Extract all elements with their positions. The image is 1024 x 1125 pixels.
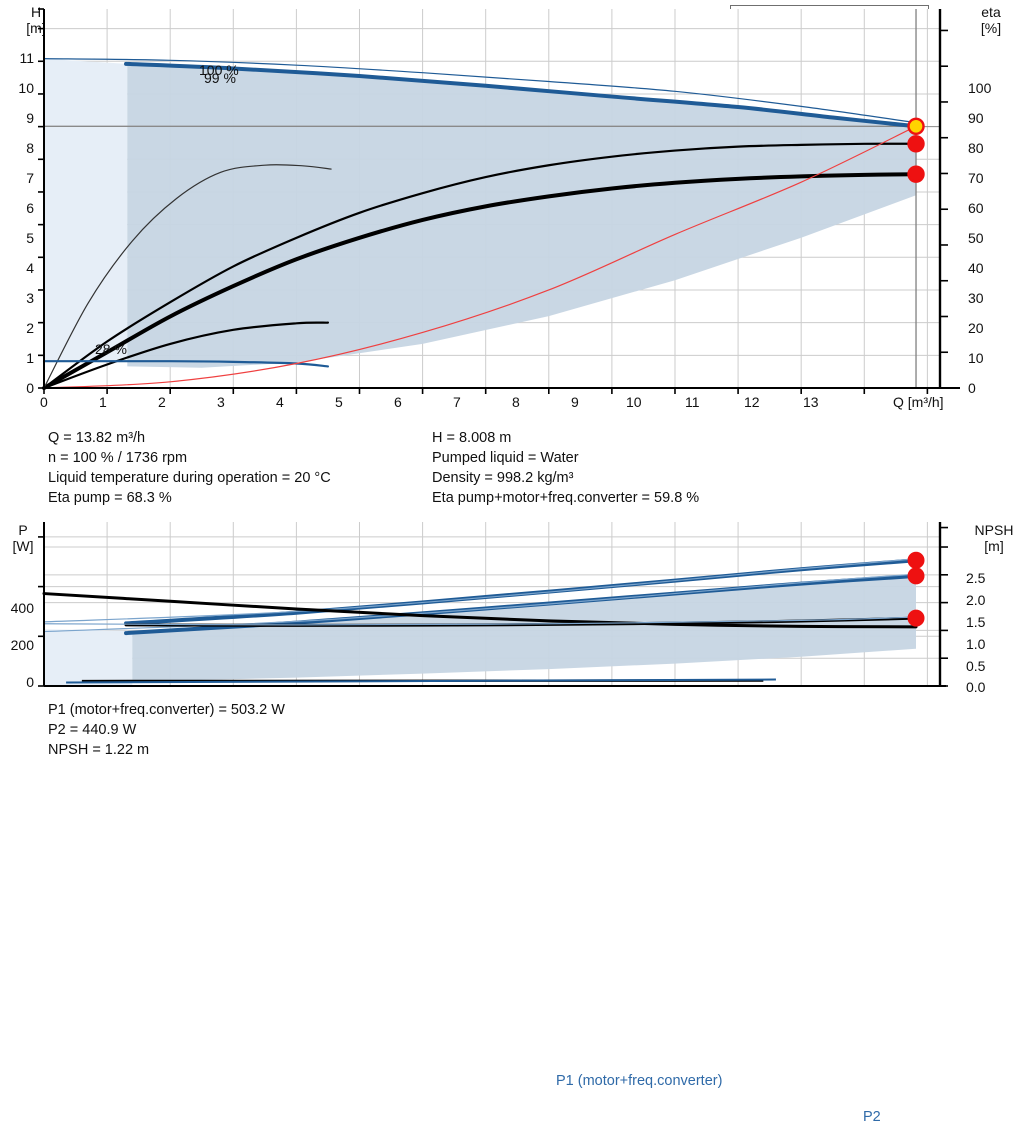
top-x-ticklabels: 0 1 2 3 4 5 6 7 8 9 10 11 12 13 bbox=[0, 394, 1024, 418]
info-line: P2 = 440.9 W bbox=[48, 720, 285, 740]
tick-label: 8 bbox=[26, 140, 34, 156]
result-info-bottom: P1 (motor+freq.converter) = 503.2 W P2 =… bbox=[48, 700, 285, 760]
tick-label: 6 bbox=[26, 200, 34, 216]
operating-info-left: Q = 13.82 m³/h n = 100 % / 1736 rpm Liqu… bbox=[48, 428, 331, 508]
tick-label: 100 bbox=[968, 80, 991, 96]
tick-label: 5 bbox=[26, 230, 34, 246]
tick-label: 13 bbox=[803, 394, 819, 410]
top-chart-plot bbox=[0, 0, 1024, 420]
tick-label: 11 bbox=[685, 394, 700, 410]
top-chart: H [m] eta [%] Q [m³/h] NKE 32-125.1/140,… bbox=[0, 0, 1024, 420]
curve-label-28pct: 28 % bbox=[95, 341, 127, 357]
info-line: Q = 13.82 m³/h bbox=[48, 428, 331, 448]
operating-info-right: H = 8.008 m Pumped liquid = Water Densit… bbox=[432, 428, 699, 508]
info-line: Pumped liquid = Water bbox=[432, 448, 699, 468]
tick-label: 1.0 bbox=[966, 636, 985, 652]
tick-label: 10 bbox=[18, 80, 34, 96]
tick-label: 10 bbox=[968, 350, 984, 366]
tick-label: 2 bbox=[26, 320, 34, 336]
tick-label: 8 bbox=[512, 394, 520, 410]
series-label-p2: P2 bbox=[863, 1109, 881, 1125]
tick-label: 9 bbox=[26, 110, 34, 126]
tick-label: 200 bbox=[11, 637, 34, 653]
info-line: Liquid temperature during operation = 20… bbox=[48, 468, 331, 488]
bottom-y-right-ticklabels: 2.5 2.0 1.5 1.0 0.5 0.0 bbox=[966, 518, 1024, 698]
tick-label: 9 bbox=[571, 394, 579, 410]
bottom-chart-plot bbox=[0, 518, 1024, 698]
tick-label: 2.0 bbox=[966, 592, 985, 608]
tick-label: 4 bbox=[276, 394, 284, 410]
bottom-chart: P [W] NPSH [m] 400 200 0 2.5 2.0 1.5 1.0… bbox=[0, 518, 1024, 698]
info-line: n = 100 % / 1736 rpm bbox=[48, 448, 331, 468]
tick-label: 30 bbox=[968, 290, 984, 306]
tick-label: 11 bbox=[19, 50, 34, 66]
tick-label: 10 bbox=[626, 394, 642, 410]
tick-label: 80 bbox=[968, 140, 984, 156]
pump-title-box: NKE 32-125.1/140, 3*460 V bbox=[730, 5, 929, 30]
tick-label: 2 bbox=[158, 394, 166, 410]
top-y-right-ticklabels: 100 90 80 70 60 50 40 30 20 10 0 bbox=[968, 0, 1024, 400]
tick-label: 7 bbox=[26, 170, 34, 186]
tick-label: 12 bbox=[744, 394, 760, 410]
tick-label: 5 bbox=[335, 394, 343, 410]
tick-label: 7 bbox=[453, 394, 461, 410]
bottom-y-left-ticklabels: 400 200 0 bbox=[0, 518, 42, 698]
tick-label: 1 bbox=[26, 350, 34, 366]
tick-label: 3 bbox=[26, 290, 34, 306]
tick-label: 0 bbox=[26, 674, 34, 690]
tick-label: 90 bbox=[968, 110, 984, 126]
info-line: Eta pump+motor+freq.converter = 59.8 % bbox=[432, 488, 699, 508]
info-line: Density = 998.2 kg/m³ bbox=[432, 468, 699, 488]
tick-label: 6 bbox=[394, 394, 402, 410]
tick-label: 20 bbox=[968, 320, 984, 336]
tick-label: 4 bbox=[26, 260, 34, 276]
info-line: H = 8.008 m bbox=[432, 428, 699, 448]
tick-label: 400 bbox=[11, 600, 34, 616]
tick-label: 0 bbox=[40, 394, 48, 410]
series-label-p1: P1 (motor+freq.converter) bbox=[556, 1073, 722, 1089]
tick-label: 70 bbox=[968, 170, 984, 186]
tick-label: 40 bbox=[968, 260, 984, 276]
info-line: P1 (motor+freq.converter) = 503.2 W bbox=[48, 700, 285, 720]
tick-label: 50 bbox=[968, 230, 984, 246]
tick-label: 2.5 bbox=[966, 570, 985, 586]
top-y-left-ticklabels: 11 10 9 8 7 6 5 4 3 2 1 0 bbox=[0, 0, 42, 400]
tick-label: 1 bbox=[99, 394, 107, 410]
tick-label: 3 bbox=[217, 394, 225, 410]
tick-label: 60 bbox=[968, 200, 984, 216]
tick-label: 0.5 bbox=[966, 658, 985, 674]
tick-label: 0.0 bbox=[966, 679, 985, 695]
tick-label: 1.5 bbox=[966, 614, 985, 630]
info-line: Eta pump = 68.3 % bbox=[48, 488, 331, 508]
curve-label-99pct: 99 % bbox=[204, 70, 236, 86]
info-line: NPSH = 1.22 m bbox=[48, 740, 285, 760]
